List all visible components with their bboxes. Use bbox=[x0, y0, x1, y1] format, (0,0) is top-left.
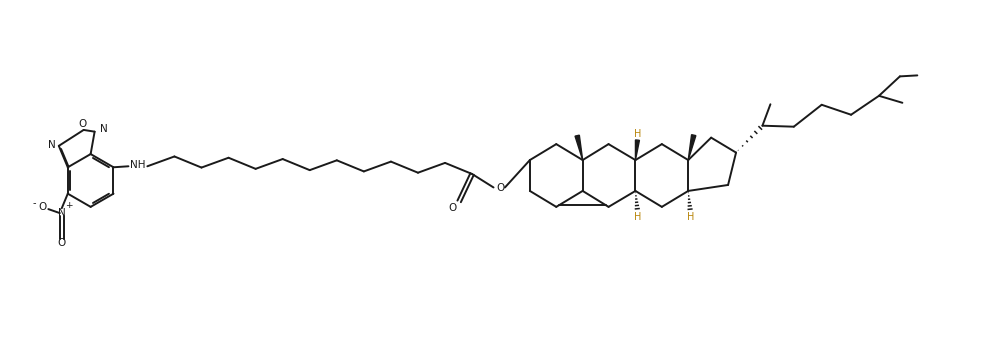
Text: +: + bbox=[65, 201, 73, 210]
Text: NH: NH bbox=[130, 160, 146, 170]
Text: O: O bbox=[58, 238, 66, 248]
Text: N: N bbox=[100, 124, 108, 134]
Polygon shape bbox=[575, 135, 582, 160]
Text: O: O bbox=[79, 119, 87, 129]
Text: H: H bbox=[687, 212, 695, 222]
Text: N: N bbox=[48, 140, 56, 150]
Text: O: O bbox=[38, 202, 47, 212]
Text: H: H bbox=[634, 212, 642, 222]
Polygon shape bbox=[688, 135, 696, 160]
Text: O: O bbox=[497, 184, 505, 193]
Text: N: N bbox=[58, 208, 66, 218]
Text: -: - bbox=[33, 198, 36, 208]
Polygon shape bbox=[635, 140, 639, 160]
Text: H: H bbox=[634, 129, 642, 139]
Text: O: O bbox=[448, 203, 457, 213]
